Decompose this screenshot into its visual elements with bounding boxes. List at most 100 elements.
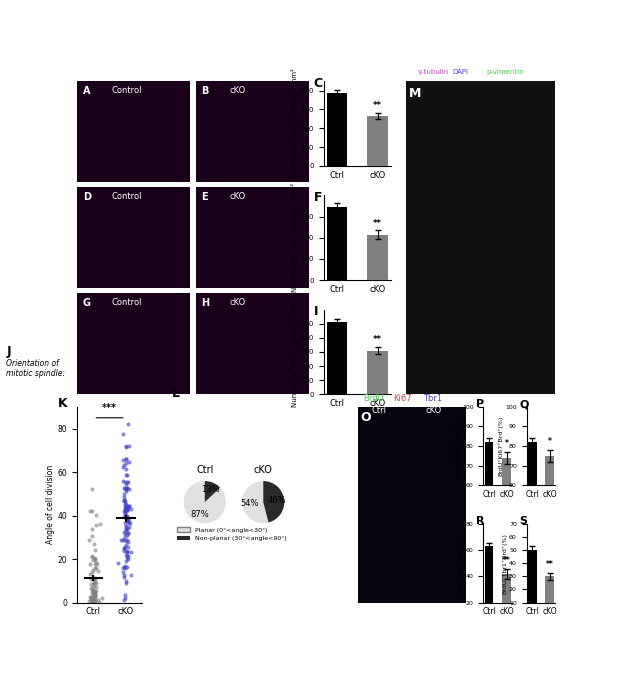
- Text: B: B: [201, 86, 209, 96]
- Bar: [502, 458, 511, 603]
- Point: [89, 595, 99, 606]
- Point: [120, 504, 130, 515]
- Point: [118, 492, 128, 502]
- Point: [122, 546, 131, 557]
- Point: [91, 509, 101, 520]
- Point: [86, 592, 96, 603]
- Text: Control: Control: [111, 86, 141, 95]
- Point: [120, 508, 130, 519]
- Point: [89, 596, 99, 607]
- Point: [119, 570, 129, 581]
- Text: *: *: [548, 437, 552, 446]
- Text: VZ: VZ: [339, 572, 349, 581]
- Point: [120, 507, 130, 518]
- Point: [121, 524, 131, 535]
- Point: [122, 502, 132, 512]
- Point: [121, 522, 131, 533]
- Point: [126, 546, 136, 557]
- Point: [89, 573, 99, 584]
- Point: [89, 587, 99, 598]
- Point: [123, 477, 133, 487]
- Point: [88, 550, 97, 561]
- Point: [118, 429, 128, 439]
- Text: Control: Control: [111, 192, 141, 201]
- Title: Ctrl: Ctrl: [196, 465, 213, 475]
- Point: [123, 515, 133, 525]
- Point: [124, 522, 134, 533]
- Point: [122, 546, 132, 556]
- Text: M: M: [409, 87, 421, 100]
- Text: R: R: [476, 517, 485, 527]
- Point: [90, 594, 100, 605]
- Text: 87%: 87%: [190, 510, 209, 519]
- Text: p-vimentin: p-vimentin: [487, 69, 524, 75]
- Point: [119, 460, 129, 471]
- Point: [97, 592, 107, 603]
- Point: [120, 496, 130, 507]
- Point: [91, 557, 101, 568]
- Point: [120, 542, 130, 553]
- Text: P: P: [476, 399, 484, 409]
- Text: 13%: 13%: [201, 485, 220, 494]
- Point: [88, 594, 97, 605]
- Point: [88, 585, 97, 596]
- Text: L: L: [172, 387, 180, 400]
- Bar: [368, 116, 388, 166]
- Text: BrdU: BrdU: [363, 394, 384, 403]
- Point: [118, 561, 128, 572]
- Point: [120, 454, 130, 464]
- Text: SVZ: SVZ: [334, 533, 349, 542]
- Point: [120, 506, 130, 517]
- Point: [89, 538, 99, 549]
- Point: [88, 588, 97, 598]
- Point: [91, 563, 101, 574]
- Text: cKO: cKO: [230, 86, 246, 95]
- Point: [89, 592, 99, 603]
- Point: [119, 482, 129, 493]
- Point: [89, 577, 99, 588]
- Point: [121, 523, 131, 534]
- Point: [120, 483, 130, 494]
- Text: K: K: [57, 397, 67, 410]
- Point: [123, 553, 133, 564]
- Point: [118, 535, 128, 546]
- Point: [93, 559, 102, 569]
- Y-axis label: BrdU⁺Ki67⁺Brd⁺(%): BrdU⁺Ki67⁺Brd⁺(%): [455, 416, 461, 476]
- Text: I: I: [313, 305, 318, 318]
- Point: [89, 588, 99, 598]
- Text: O: O: [360, 411, 371, 424]
- Point: [88, 582, 97, 593]
- Title: cKO: cKO: [254, 465, 273, 475]
- Point: [125, 517, 135, 528]
- Point: [90, 591, 100, 602]
- Text: E: E: [201, 192, 208, 202]
- Point: [122, 536, 131, 546]
- Point: [90, 545, 100, 556]
- Point: [121, 503, 131, 514]
- Point: [119, 512, 129, 523]
- Text: **: **: [373, 219, 382, 227]
- Point: [90, 592, 100, 603]
- Wedge shape: [263, 481, 284, 523]
- Point: [120, 510, 130, 521]
- Point: [118, 454, 128, 465]
- Point: [87, 524, 97, 535]
- Point: [123, 501, 133, 512]
- Point: [122, 483, 132, 494]
- Point: [93, 594, 103, 605]
- Text: **: **: [546, 560, 553, 569]
- Point: [86, 573, 96, 584]
- Point: [89, 573, 99, 584]
- Point: [120, 477, 130, 487]
- Point: [120, 561, 130, 571]
- Point: [94, 519, 104, 529]
- Point: [89, 573, 99, 584]
- Point: [121, 549, 131, 560]
- Point: [86, 578, 96, 589]
- Point: [90, 563, 100, 573]
- Point: [121, 440, 131, 451]
- Bar: [545, 456, 554, 603]
- Point: [88, 586, 98, 596]
- Point: [123, 537, 133, 548]
- Point: [88, 588, 97, 598]
